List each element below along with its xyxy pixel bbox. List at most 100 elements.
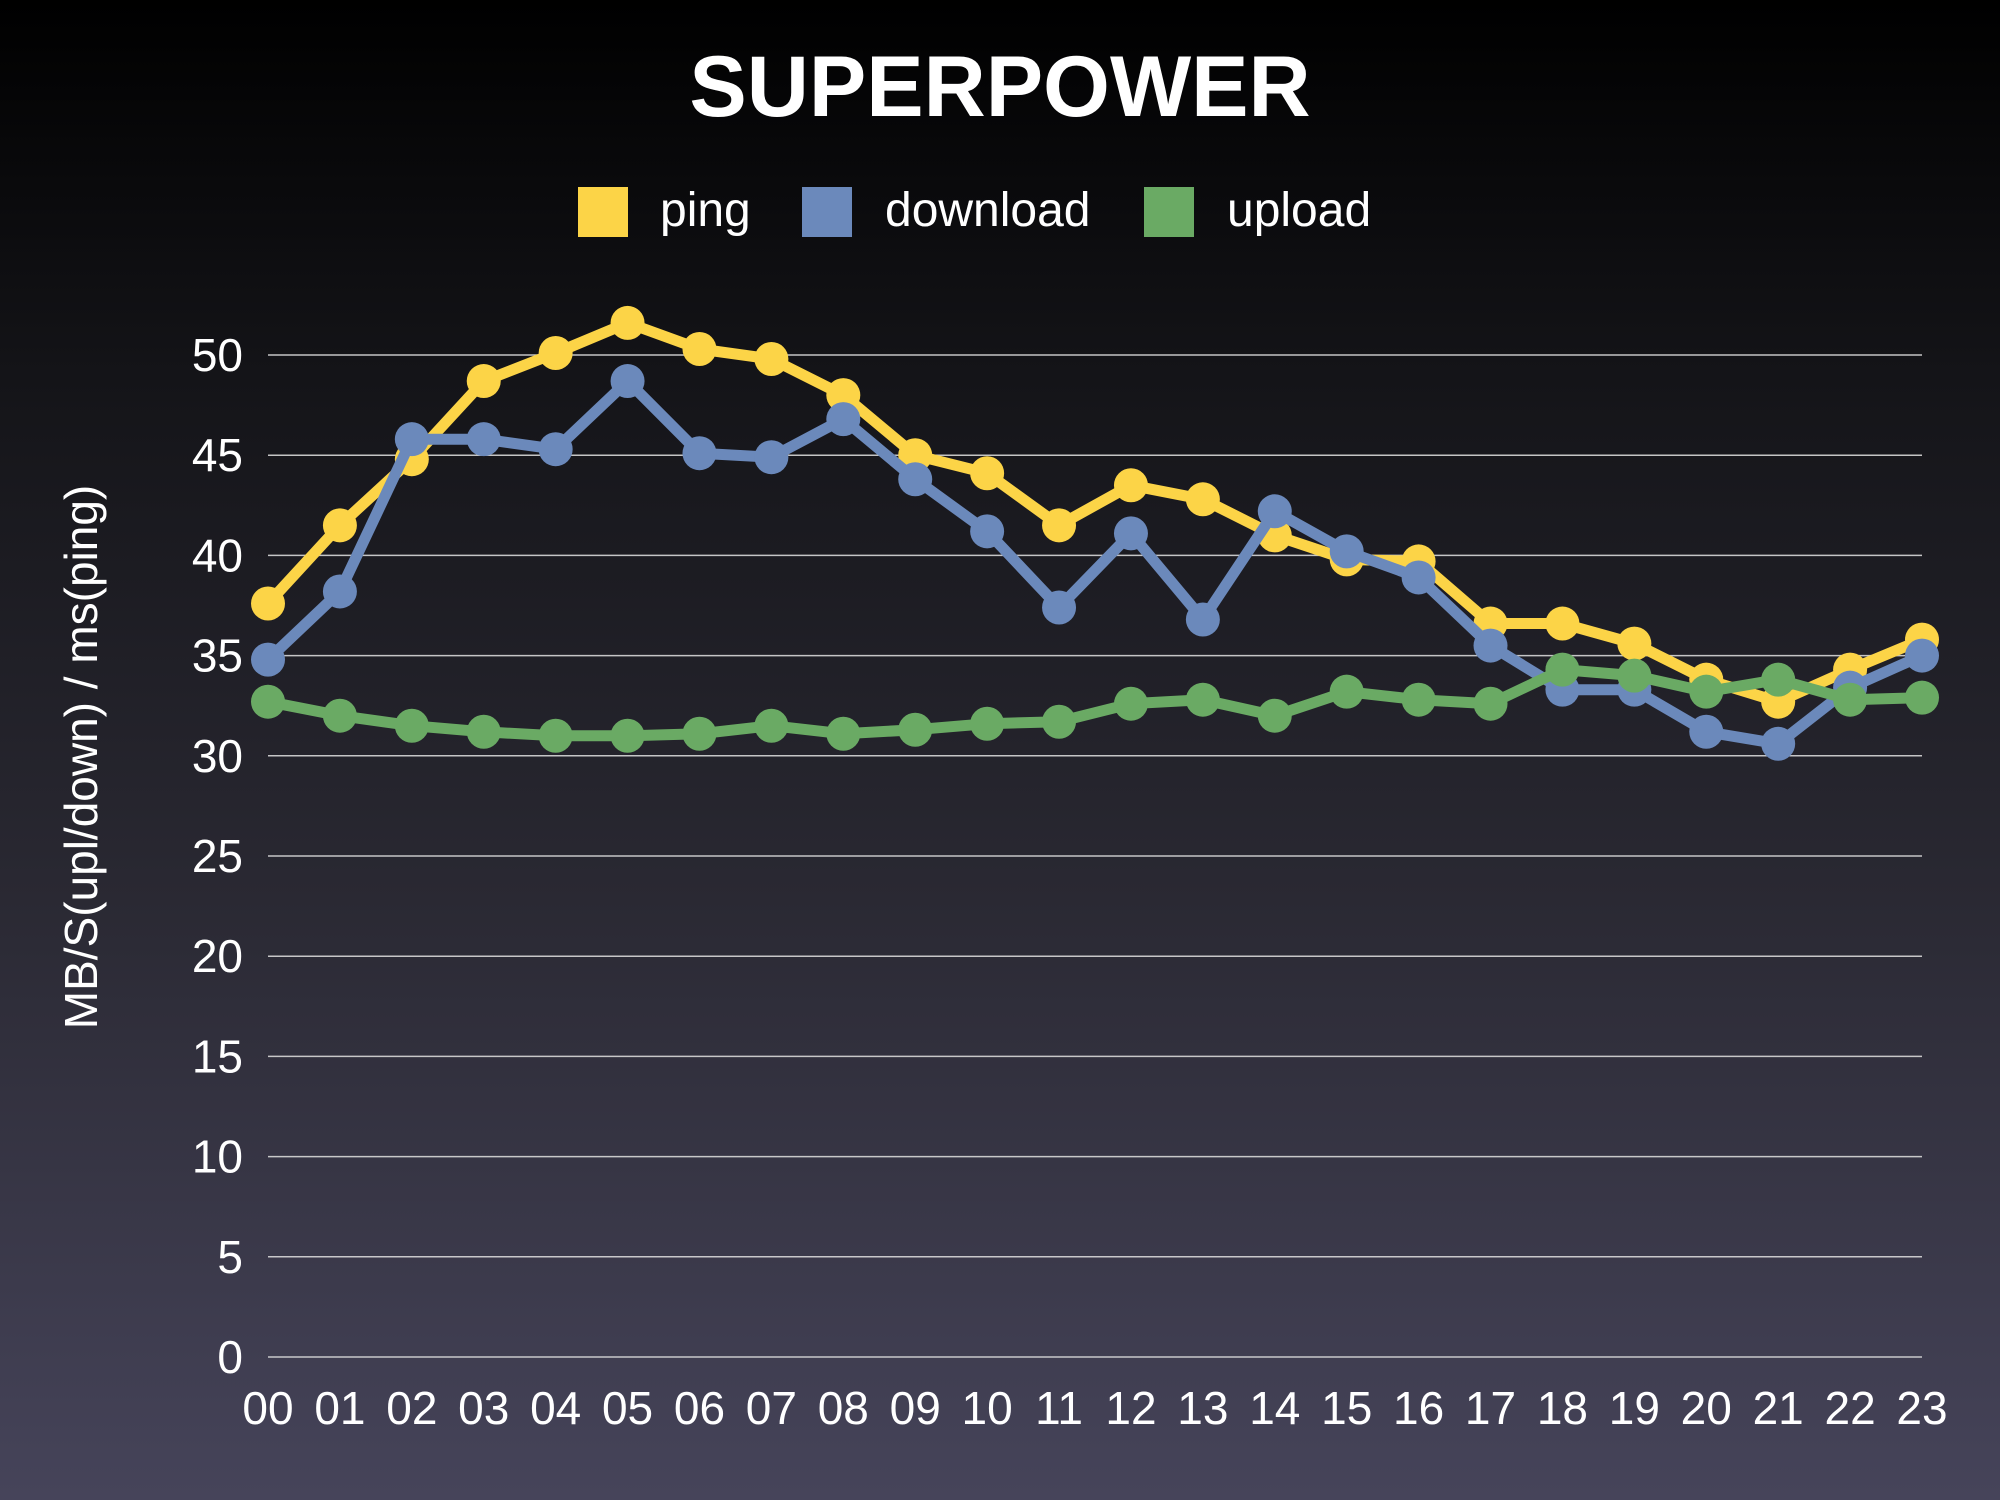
data-point-download bbox=[1473, 628, 1508, 663]
x-tick-label: 16 bbox=[1393, 1382, 1444, 1434]
y-tick-label: 30 bbox=[192, 730, 243, 782]
x-tick-labels: 00 01 02 03 04 05 06 07 08 09 10 11 12 13 14 15 16 17 18 19… bbox=[242, 1382, 1947, 1434]
data-point-download bbox=[682, 436, 717, 471]
data-point-ping bbox=[1617, 626, 1652, 661]
data-point-upload bbox=[1617, 658, 1652, 693]
legend-swatch-upload bbox=[1144, 187, 1194, 237]
x-tick-label: 19 bbox=[1609, 1382, 1660, 1434]
data-point-download bbox=[970, 514, 1005, 549]
legend-swatch-ping bbox=[578, 187, 628, 237]
data-point-upload bbox=[1689, 674, 1724, 709]
data-point-upload bbox=[682, 716, 717, 751]
data-point-download bbox=[610, 364, 645, 399]
legend-swatch-download bbox=[802, 187, 852, 237]
y-tick-label: 5 bbox=[217, 1231, 243, 1283]
data-point-upload bbox=[1113, 686, 1148, 721]
x-tick-label: 08 bbox=[818, 1382, 869, 1434]
data-point-download bbox=[1329, 534, 1364, 569]
x-tick-label: 21 bbox=[1753, 1382, 1804, 1434]
y-tick-label: 35 bbox=[192, 630, 243, 682]
x-tick-label: 04 bbox=[530, 1382, 581, 1434]
data-point-upload bbox=[826, 716, 861, 751]
series-download bbox=[251, 364, 1939, 761]
data-point-download bbox=[1042, 590, 1077, 625]
data-point-download bbox=[898, 462, 933, 497]
data-point-upload bbox=[538, 718, 573, 753]
x-tick-label: 18 bbox=[1537, 1382, 1588, 1434]
x-tick-label: 17 bbox=[1465, 1382, 1516, 1434]
data-point-ping bbox=[322, 508, 357, 543]
data-point-ping bbox=[466, 364, 501, 399]
legend-label-upload: upload bbox=[1227, 184, 1371, 237]
data-point-upload bbox=[1761, 662, 1796, 697]
data-point-upload bbox=[1329, 674, 1364, 709]
x-tick-label: 12 bbox=[1105, 1382, 1156, 1434]
data-point-ping bbox=[754, 342, 789, 377]
data-point-download bbox=[251, 642, 285, 677]
x-tick-label: 20 bbox=[1681, 1382, 1732, 1434]
x-tick-label: 11 bbox=[1035, 1382, 1083, 1434]
data-point-download bbox=[1257, 494, 1292, 529]
x-tick-label: 09 bbox=[890, 1382, 941, 1434]
data-point-download bbox=[1761, 726, 1796, 761]
y-tick-labels: 0 5 10 15 20 25 30 35 40 45 50 bbox=[192, 329, 243, 1383]
y-tick-label: 15 bbox=[192, 1030, 243, 1082]
data-point-upload bbox=[970, 706, 1005, 741]
x-tick-label: 15 bbox=[1321, 1382, 1372, 1434]
series-upload bbox=[251, 652, 1939, 753]
x-tick-label: 03 bbox=[458, 1382, 509, 1434]
data-point-ping bbox=[1185, 482, 1220, 517]
y-tick-label: 40 bbox=[192, 529, 243, 581]
data-point-download bbox=[1905, 638, 1939, 673]
data-point-ping bbox=[1545, 606, 1580, 641]
x-tick-label: 10 bbox=[962, 1382, 1013, 1434]
data-point-upload bbox=[1545, 652, 1580, 687]
y-tick-label: 50 bbox=[192, 329, 243, 381]
y-tick-label: 10 bbox=[192, 1131, 243, 1183]
y-tick-label: 0 bbox=[217, 1331, 243, 1383]
data-point-ping bbox=[970, 456, 1005, 491]
data-point-download bbox=[466, 422, 501, 457]
series-line-ping bbox=[262, 317, 1928, 708]
x-tick-label: 14 bbox=[1249, 1382, 1300, 1434]
series-line-upload bbox=[262, 664, 1928, 742]
x-tick-label: 06 bbox=[674, 1382, 725, 1434]
legend-label-ping: ping bbox=[660, 184, 751, 237]
data-point-upload bbox=[754, 708, 789, 743]
data-point-upload bbox=[610, 718, 645, 753]
x-tick-label: 22 bbox=[1825, 1382, 1876, 1434]
data-point-download bbox=[538, 432, 573, 467]
data-point-upload bbox=[1257, 698, 1292, 733]
x-tick-label: 02 bbox=[386, 1382, 437, 1434]
data-point-ping bbox=[1113, 468, 1148, 503]
legend-label-download: download bbox=[885, 184, 1091, 237]
chart-title: SUPERPOWER bbox=[689, 39, 1310, 135]
data-point-ping bbox=[682, 331, 717, 366]
x-tick-label: 07 bbox=[746, 1382, 797, 1434]
data-point-upload bbox=[322, 698, 357, 733]
data-point-download bbox=[322, 574, 357, 609]
data-point-upload bbox=[1401, 682, 1436, 717]
y-tick-label: 25 bbox=[192, 830, 243, 882]
data-point-upload bbox=[1473, 686, 1508, 721]
x-tick-label: 00 bbox=[242, 1382, 293, 1434]
data-point-download bbox=[826, 402, 861, 437]
x-tick-label: 05 bbox=[602, 1382, 653, 1434]
x-tick-label: 01 bbox=[314, 1382, 365, 1434]
series-layer bbox=[251, 305, 1939, 761]
data-point-download bbox=[1113, 516, 1148, 551]
data-point-ping bbox=[898, 438, 933, 473]
data-point-ping bbox=[826, 378, 861, 413]
data-point-download bbox=[1401, 560, 1436, 595]
data-point-upload bbox=[1042, 704, 1077, 739]
data-point-upload bbox=[466, 714, 501, 749]
x-tick-label: 13 bbox=[1177, 1382, 1228, 1434]
data-point-ping bbox=[538, 335, 573, 370]
data-point-upload bbox=[394, 708, 429, 743]
data-point-download bbox=[394, 422, 429, 457]
y-tick-label: 20 bbox=[192, 930, 243, 982]
y-tick-label: 45 bbox=[192, 429, 243, 481]
data-point-download bbox=[1689, 714, 1724, 749]
data-point-download bbox=[754, 440, 789, 475]
